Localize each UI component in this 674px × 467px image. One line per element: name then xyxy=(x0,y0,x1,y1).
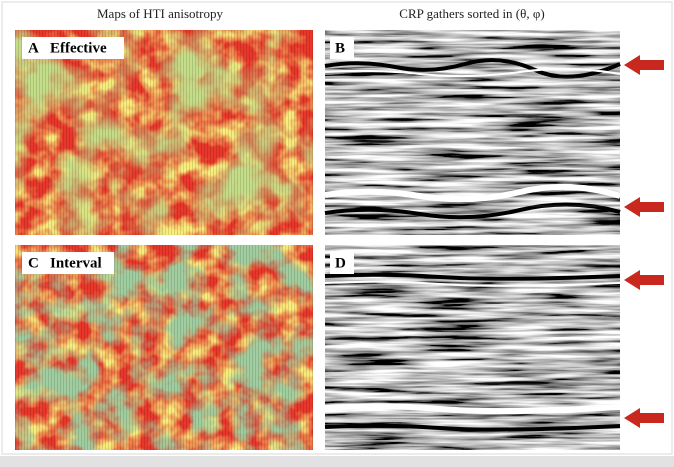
panel-label: Interval xyxy=(50,255,102,271)
right-title: CRP gathers sorted in (θ, φ) xyxy=(399,6,544,21)
map-a xyxy=(15,30,313,235)
map-c xyxy=(15,245,313,450)
panel-letter: B xyxy=(335,40,345,56)
panel-letter: C xyxy=(28,255,39,271)
gather-d xyxy=(325,245,620,450)
footer-bar xyxy=(0,456,674,467)
gather-b xyxy=(325,30,620,235)
panel-label: Effective xyxy=(50,40,107,56)
panel-letter: A xyxy=(28,40,39,56)
figure: Maps of HTI anisotropy CRP gathers sorte… xyxy=(0,0,674,467)
panel-letter: D xyxy=(335,255,346,271)
left-title: Maps of HTI anisotropy xyxy=(97,6,224,21)
